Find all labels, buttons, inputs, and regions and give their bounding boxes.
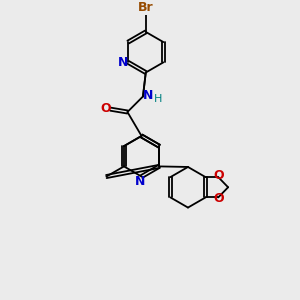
Text: H: H [153, 94, 162, 104]
Text: Br: Br [138, 2, 154, 14]
Text: O: O [213, 192, 224, 205]
Text: N: N [142, 89, 153, 102]
Text: O: O [100, 102, 111, 115]
Text: N: N [135, 175, 145, 188]
Text: N: N [118, 56, 128, 69]
Text: O: O [213, 169, 224, 182]
